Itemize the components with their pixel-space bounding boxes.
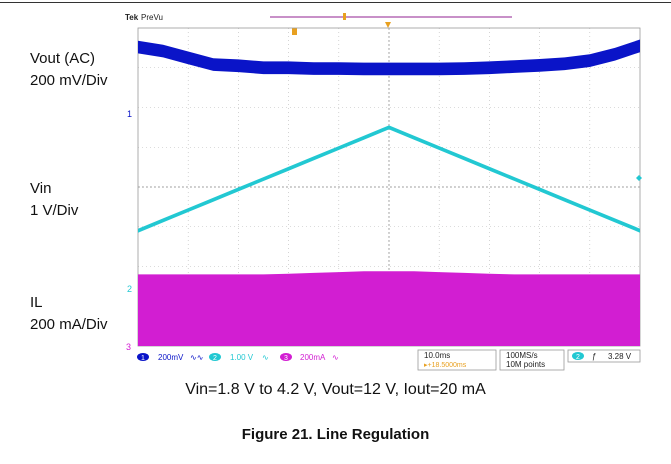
record-position-bar [270,16,512,18]
top-rule [0,2,671,3]
ch1-status-scale: 200mV [158,353,184,362]
scope-status-bar: 1 200mV ∿∿ 2 1.00 V ∿ 3 200mA ∿ 10.0ms ▸… [137,349,641,371]
record-window-marker [343,13,346,20]
ch2-ref-marker: 2 [127,284,132,294]
ch3-status-scale: 200mA [300,353,326,362]
ch1-status-coupling: ∿∿ [190,353,203,362]
ch1-name: Vout (AC) [30,50,96,67]
ch3-scale: 200 mA/Div [30,316,108,333]
ch1-status-num: 1 [141,355,145,362]
trigger-slope-icon: ƒ [592,352,596,361]
trigger-delay-value: ▸+18.5000ms [424,362,467,369]
ch2-name: Vin [30,180,52,197]
acquisition-box [499,349,565,371]
figure-caption: Vin=1.8 V to 4.2 V, Vout=12 V, Iout=20 m… [185,381,486,398]
trigger-level-marker [636,175,642,181]
ch2-status-num: 2 [213,355,217,362]
figure-title: Figure 21. Line Regulation [241,426,430,443]
trigger-point-marker [385,22,391,28]
ch1-status-dot [137,353,149,361]
record-length-value: 10M points [506,360,545,369]
vout-ac-trace [138,39,640,76]
sample-rate-value: 100MS/s [506,351,538,360]
trigger-ch-num: 2 [576,354,580,361]
ch2-label-block: Vin 1 V/Div [30,178,78,222]
ch1-scale: 200 mV/Div [30,72,108,89]
ch1-label-block: Vout (AC) 200 mV/Div [30,48,108,92]
waveform-traces [138,39,640,346]
ch3-ref-marker: 3 [126,342,131,352]
oscilloscope-screen: Tek PreVu 1 2 3 1 200mV ∿∿ 2 1.00 V ∿ 3 … [125,13,642,371]
ch2-status-suffix: ∿ [262,353,269,362]
timebase-box [417,349,497,371]
trigger-box [567,349,641,363]
ch3-label-block: IL 200 mA/Div [30,292,108,336]
trigger-level-value: 3.28 V [608,352,632,361]
ch2-scale: 1 V/Div [30,202,79,219]
timebase-value: 10.0ms [424,351,450,360]
trigger-position-marker [292,28,297,35]
ch2-status-scale: 1.00 V [230,353,254,362]
il-trace [138,271,640,346]
ch3-status-dot [280,353,292,361]
ch1-ref-marker: 1 [127,109,132,119]
ch3-status-num: 3 [284,355,288,362]
trigger-ch-dot [572,352,584,360]
scope-mode: PreVu [141,13,163,22]
ch3-name: IL [30,294,43,311]
scope-brand: Tek [125,13,139,22]
ch3-status-suffix: ∿ [332,353,339,362]
ch2-status-dot [209,353,221,361]
